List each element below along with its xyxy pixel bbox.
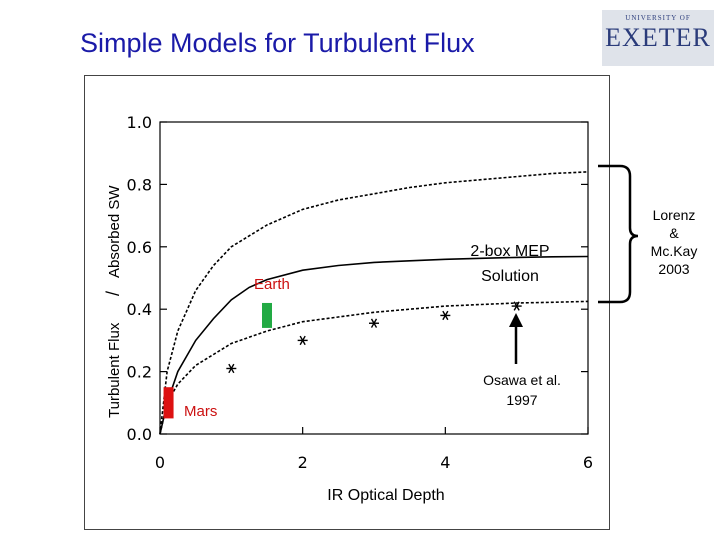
series-line-2	[159, 255, 589, 435]
mep-annotation: 2-box MEP Solution	[470, 243, 549, 285]
mars-label: Mars	[184, 403, 217, 420]
plot-area-border	[159, 121, 589, 435]
asterisk-marker	[369, 318, 379, 328]
osawa-annotation-line1: Osawa et al.	[483, 372, 561, 388]
asterisk-marker	[297, 335, 308, 346]
y-tick-label: 0.2	[127, 363, 152, 382]
y-tick-label: 0.0	[127, 425, 152, 444]
series-line-1	[159, 171, 589, 435]
data-markers	[226, 301, 522, 374]
x-axis-label: IR Optical Depth	[327, 487, 444, 504]
y-tick-label: 0.8	[127, 175, 152, 194]
mep-annotation-line2: Solution	[481, 268, 539, 285]
mars-range-bar	[163, 387, 174, 419]
y-axis-label-slash: /	[103, 291, 123, 296]
logo-big-text: EXETER	[605, 23, 711, 52]
y-axis-label: Turbulent Flux / Absorbed SW	[103, 185, 123, 418]
x-tick-label: 0	[155, 453, 165, 472]
lorenz-annotation: Lorenz & Mc.Kay 2003	[651, 207, 698, 277]
lorenz-line4: 2003	[658, 261, 689, 277]
asterisk-marker	[440, 310, 451, 321]
earth-range-bar	[262, 302, 272, 328]
y-tick-label: 0.6	[127, 238, 152, 257]
y-axis-label-part2: Absorbed SW	[106, 185, 123, 278]
series-line-3	[159, 300, 589, 435]
earth-label: Earth	[254, 276, 290, 293]
university-logo: UNIVERSITY OF EXETER	[602, 10, 714, 66]
x-tick-label: 6	[583, 453, 593, 472]
lorenz-line1: Lorenz	[653, 207, 696, 223]
asterisk-marker	[226, 363, 237, 374]
y-axis-label-part1: Turbulent Flux	[106, 322, 123, 418]
asterisk-marker	[511, 301, 522, 311]
curves	[159, 171, 589, 435]
mep-annotation-line1: 2-box MEP	[470, 243, 549, 260]
lorenz-line2: &	[669, 225, 679, 241]
y-tick-label: 1.0	[127, 113, 152, 132]
region-bars	[163, 302, 272, 419]
osawa-annotation: Osawa et al. 1997	[483, 372, 561, 408]
logo-small-text: UNIVERSITY OF	[625, 14, 691, 22]
x-tick-label: 2	[298, 453, 308, 472]
tick-labels: 0 2 4 6 0.0 0.2 0.4 0.6 0.8 1.0	[127, 113, 594, 472]
osawa-arrow	[509, 313, 523, 364]
x-tick-label: 4	[440, 453, 450, 472]
lorenz-bracket	[598, 164, 639, 304]
lorenz-line3: Mc.Kay	[651, 243, 698, 259]
slide-title: Simple Models for Turbulent Flux	[80, 28, 475, 58]
osawa-annotation-line2: 1997	[506, 392, 537, 408]
y-tick-label: 0.4	[127, 300, 152, 319]
